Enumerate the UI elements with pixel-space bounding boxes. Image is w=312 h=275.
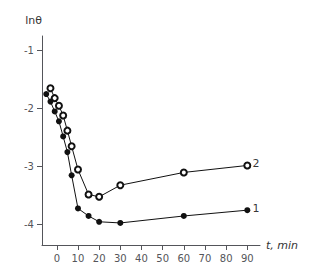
- svg-text:-3: -3: [24, 161, 34, 172]
- svg-text:2: 2: [252, 157, 259, 170]
- svg-text:80: 80: [220, 253, 233, 264]
- svg-text:90: 90: [241, 253, 254, 264]
- svg-text:-1: -1: [24, 45, 34, 56]
- svg-text:10: 10: [72, 253, 85, 264]
- svg-text:-2: -2: [24, 103, 34, 114]
- svg-text:-4: -4: [24, 219, 34, 230]
- svg-text:60: 60: [177, 253, 190, 264]
- svg-text:40: 40: [135, 253, 148, 264]
- svg-text:0: 0: [54, 253, 60, 264]
- svg-text:30: 30: [114, 253, 127, 264]
- svg-text:20: 20: [93, 253, 106, 264]
- svg-text:t, min: t, min: [266, 239, 298, 252]
- svg-text:1: 1: [252, 202, 259, 215]
- svg-text:lnθ: lnθ: [25, 14, 42, 27]
- svg-text:50: 50: [156, 253, 169, 264]
- svg-text:70: 70: [199, 253, 212, 264]
